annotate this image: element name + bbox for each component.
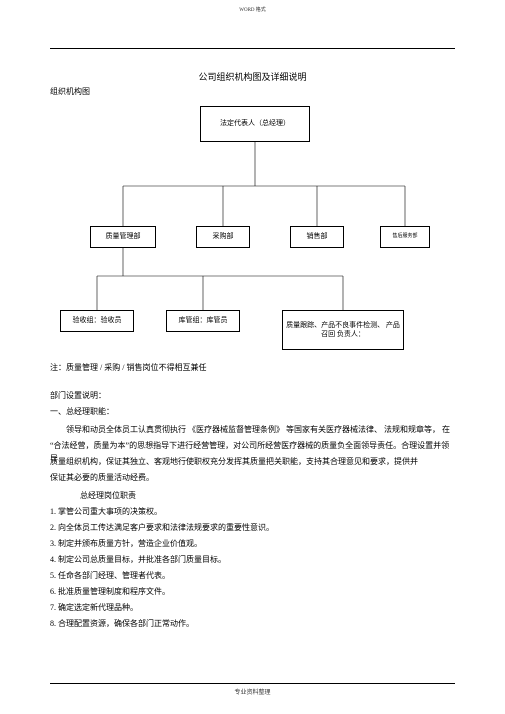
- node-quality: 质量管理部: [90, 226, 156, 248]
- para-1: 领导和动员全体员工认真贯彻执行 《医疗器械监督管理条例》 等国家有关医疗器械法律…: [50, 424, 455, 437]
- list-item-6: 6. 批准质量管理制度和程序文件。: [50, 586, 455, 597]
- list-item-4: 4. 制定公司总质量目标，并批准各部门质量目标。: [50, 554, 455, 565]
- node-sales: 销售部: [290, 226, 344, 248]
- node-aftersales: 售后服务部: [380, 226, 430, 248]
- list-item-7: 7. 确定选定新代理品种。: [50, 602, 455, 613]
- para-4: 保证其必要的质量活动经费。: [50, 472, 455, 485]
- header-mark: WORD 格式: [239, 6, 266, 13]
- cn-head-1: 一、总经理职能：: [50, 406, 114, 417]
- list-item-2: 2. 向全体员工传达满足客户要求和法律法规要求的重要性意识。: [50, 522, 455, 533]
- subtitle: 组织机构图: [50, 86, 90, 97]
- rule-top: [50, 48, 455, 49]
- node-inspect: 验收组：验收员: [60, 310, 134, 332]
- node-ceo: 法定代表人（总经理）: [200, 106, 310, 142]
- list-item-5: 5. 任命各部门经理、管理者代表。: [50, 570, 455, 581]
- list-item-8: 8. 合理配置资源，确保各部门正常动作。: [50, 618, 455, 629]
- node-tracking: 质量跟踪、产品不良事件检测、 产品召回 负责人：: [282, 310, 404, 350]
- para-3: 质量组织机构，保证其独立、客观地行使职权充分发挥其质量把关职能，支持其合理意见和…: [50, 456, 455, 469]
- node-warehouse: 库管组：库管员: [166, 310, 240, 332]
- list-item-1: 1. 掌管公司重大事项的决策权。: [50, 506, 455, 517]
- list-item-3: 3. 制定并颁布质量方针，营造企业价值观。: [50, 538, 455, 549]
- footer: 专业资料整理: [0, 687, 505, 696]
- section-head: 部门设置说明：: [50, 390, 106, 401]
- sub-head: 总经理岗位职责: [80, 490, 136, 501]
- rule-bottom: [50, 683, 455, 684]
- page-title: 公司组织机构图及详细说明: [0, 70, 505, 83]
- note: 注：质量管理 / 采购 / 销售岗位不得相互兼任: [50, 362, 206, 373]
- node-purchase: 采购部: [196, 226, 250, 248]
- org-chart: 法定代表人（总经理） 质量管理部 采购部 销售部 售后服务部 验收组：验收员 库…: [50, 106, 450, 350]
